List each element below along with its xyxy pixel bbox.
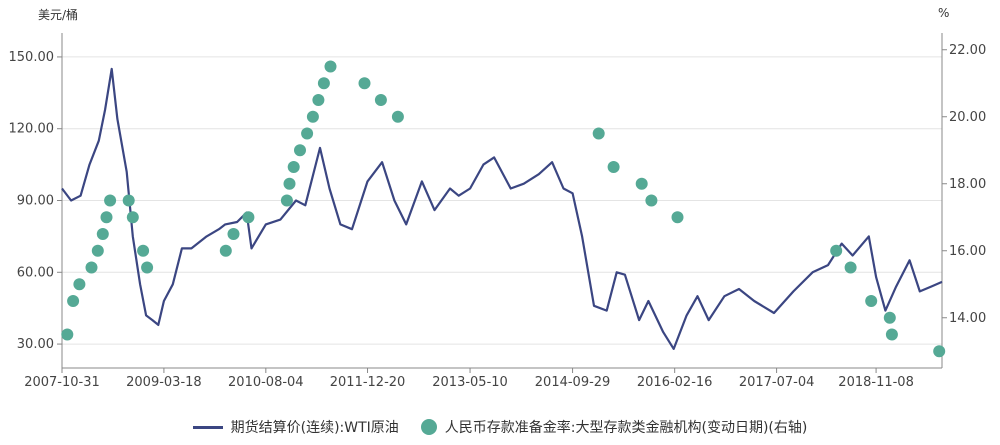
rrr-point	[645, 194, 658, 207]
rrr-point	[592, 127, 605, 140]
left-tick-label: 150.00	[9, 50, 55, 65]
rrr-point	[219, 244, 232, 257]
rrr-point	[126, 211, 139, 224]
x-tick-label: 2014-09-29	[535, 375, 611, 390]
rrr-point	[391, 110, 404, 123]
rrr-point	[324, 60, 337, 73]
rrr-point	[301, 127, 314, 140]
x-tick-label: 2017-07-04	[739, 375, 815, 390]
x-tick-label: 2013-05-10	[432, 375, 508, 390]
rrr-point	[317, 77, 330, 90]
rrr-point	[607, 161, 620, 173]
wti-series	[61, 67, 943, 350]
rrr-point	[67, 295, 80, 307]
legend-line-swatch	[192, 425, 223, 429]
left-tick-label: 30.00	[17, 337, 54, 352]
rrr-point	[883, 311, 896, 324]
rrr-point	[830, 244, 843, 257]
rrr-point	[312, 94, 325, 106]
rrr-point	[137, 244, 150, 257]
rrr-point	[283, 177, 296, 190]
right-tick-label: 18.00	[949, 177, 986, 192]
right-tick-label: 14.00	[949, 311, 986, 326]
left-axis-unit: 美元/桶	[38, 8, 79, 22]
rrr-point	[358, 77, 371, 90]
legend-item-wti[interactable]: 期货结算价(连续):WTI原油	[192, 417, 399, 437]
x-tick-label: 2010-08-04	[228, 375, 304, 390]
rrr-point	[280, 194, 293, 207]
right-tick-label: 22.00	[949, 43, 986, 58]
rrr-point	[933, 345, 946, 358]
x-tick-label: 2007-10-31	[24, 375, 100, 390]
rrr-point	[85, 261, 98, 274]
rrr-point	[865, 295, 878, 307]
rrr-point	[227, 228, 240, 240]
legend-label-wti: 期货结算价(连续):WTI原油	[230, 420, 399, 436]
rrr-point	[294, 144, 306, 157]
legend-label-rrr: 人民币存款准备金率:大型存款类金融机构(变动日期)(右轴)	[444, 420, 808, 436]
right-axis-unit: %	[938, 6, 950, 20]
legend-item-rrr[interactable]: 人民币存款准备金率:大型存款类金融机构(变动日期)(右轴)	[420, 417, 808, 437]
legend-dot-swatch	[420, 419, 437, 435]
rrr-point	[374, 94, 387, 106]
gridlines	[62, 56, 942, 345]
left-tick-label: 90.00	[17, 194, 54, 209]
rrr-point	[885, 328, 898, 341]
rrr-point	[122, 194, 135, 207]
rrr-point	[100, 211, 113, 224]
right-tick-label: 20.00	[949, 110, 986, 125]
rrr-point	[242, 211, 255, 224]
rrr-point	[671, 211, 684, 224]
right-tick-label: 16.00	[949, 244, 986, 259]
left-axis-ticks: 30.00 60.00 90.00 120.00 150.00	[9, 50, 62, 352]
rrr-point	[306, 110, 319, 123]
rrr-point	[844, 261, 857, 274]
x-tick-label: 2016-02-16	[637, 375, 713, 390]
x-tick-label: 2018-11-08	[838, 375, 914, 390]
rrr-point	[287, 161, 300, 173]
wti-price-line	[61, 67, 943, 350]
left-tick-label: 60.00	[17, 265, 54, 280]
rrr-point	[104, 194, 117, 207]
right-axis-ticks: 14.00 16.00 18.00 20.00 22.00	[942, 43, 986, 326]
x-tick-label: 2011-12-20	[330, 375, 406, 390]
rrr-series	[61, 60, 946, 358]
rrr-point	[96, 228, 109, 240]
x-axis-ticks: 2007-10-31 2009-03-18 2010-08-04 2011-12-20…	[24, 368, 914, 390]
x-tick-label: 2009-03-18	[126, 375, 202, 390]
left-tick-label: 120.00	[9, 122, 55, 137]
rrr-point	[61, 328, 74, 341]
rrr-point	[635, 177, 648, 190]
rrr-point	[141, 261, 154, 274]
rrr-point	[91, 244, 104, 257]
rrr-point	[73, 278, 86, 291]
legend: 期货结算价(连续):WTI原油 人民币存款准备金率:大型存款类金融机构(变动日期…	[0, 415, 1000, 439]
